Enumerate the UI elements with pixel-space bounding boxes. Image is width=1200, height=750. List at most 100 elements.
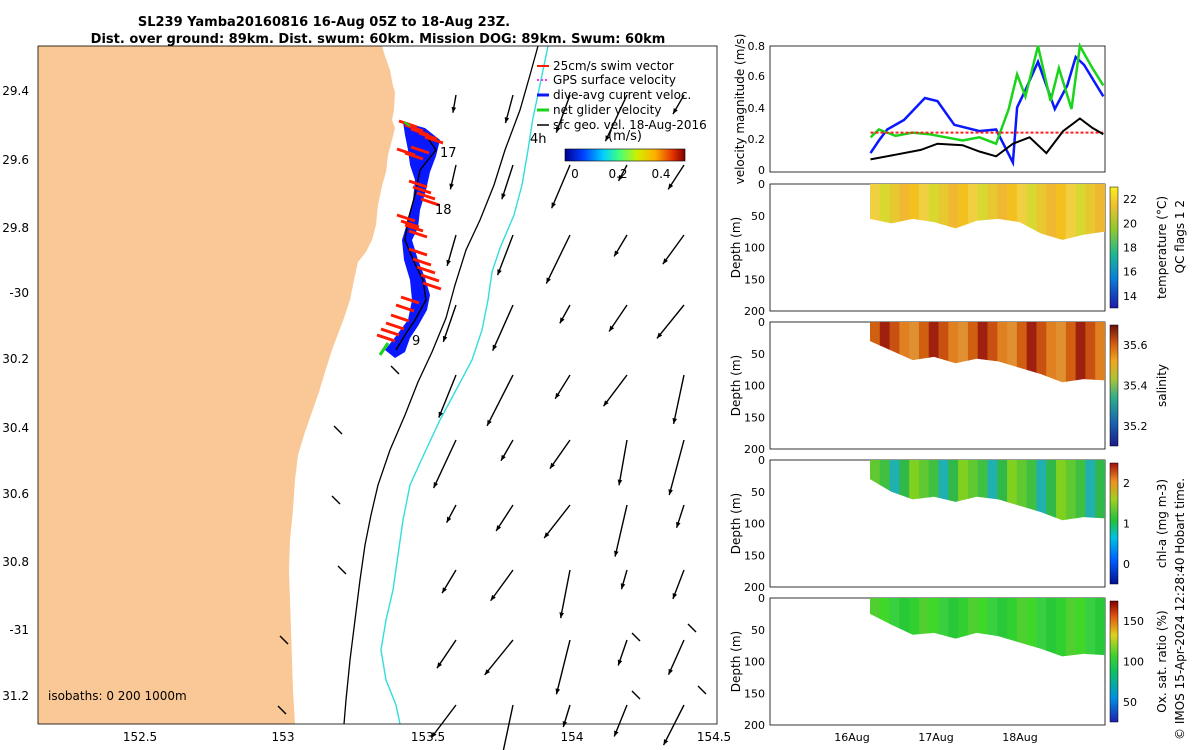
section-cell <box>977 460 989 521</box>
velocity-arrow <box>559 304 571 324</box>
section-cell <box>1046 598 1058 657</box>
swim-vector <box>376 333 396 343</box>
section-cell <box>918 184 930 240</box>
section-cell <box>948 184 960 240</box>
section-cell <box>977 184 989 240</box>
velocity-arrow <box>667 164 685 190</box>
section-ytick: 150 <box>744 549 765 562</box>
section-cell <box>1016 322 1028 383</box>
lat-tick-9: 31.2 <box>2 689 29 703</box>
velocity-arrow <box>614 504 628 557</box>
section-cell <box>928 598 940 657</box>
swim-vector <box>404 223 424 233</box>
velocity-arrow <box>333 425 343 435</box>
section-cell <box>1095 184 1105 240</box>
section-data <box>870 598 1105 657</box>
section-cell <box>1056 460 1067 521</box>
velocity-ytick-1: 0.2 <box>748 133 766 146</box>
section-cbar-tick: 35.6 <box>1123 339 1148 352</box>
velocity-arrow <box>617 639 628 666</box>
lon-tick-0: 152.5 <box>123 730 157 744</box>
velocity-arrow <box>559 569 571 619</box>
speed-colorbar-bar <box>564 148 686 162</box>
section-cell <box>958 598 969 657</box>
credit-stamp: © IMOS 15-Apr-2024 12:28:40 Hobart time. <box>1173 478 1187 740</box>
velocity-series <box>869 42 1105 168</box>
velocity-arrow <box>449 164 457 190</box>
velocity-arrow <box>555 94 571 133</box>
section-cbar-tick: 14 <box>1123 290 1137 303</box>
section-panel-2: Depth (m) 0 50 100 150 200 0 1 2 chl-a (mg m-3) <box>729 454 1169 594</box>
section-cell <box>997 322 1009 383</box>
section-cell <box>1036 184 1048 240</box>
section-cell <box>987 184 999 240</box>
section-cbar-tick: 18 <box>1123 242 1137 255</box>
speed-colorbar-unit: (m/s) <box>608 129 642 144</box>
velocity-arrow <box>697 685 707 695</box>
section-cell <box>997 460 1009 521</box>
time-axis: 16Aug 17Aug 18Aug <box>834 731 1037 744</box>
section-ytick: 200 <box>744 719 765 732</box>
swim-vector <box>400 219 420 229</box>
velocity-arrow <box>279 635 289 645</box>
velocity-line-diveavg <box>869 54 1105 168</box>
swim-vector <box>416 191 436 201</box>
section-ytick: 50 <box>751 210 765 223</box>
section-ytick: 100 <box>744 242 765 255</box>
swim-vector <box>395 303 415 313</box>
velocity-ytick-2: 0.4 <box>748 102 766 115</box>
section-cell <box>967 322 979 383</box>
lat-tick-6: 30.6 <box>2 487 29 501</box>
swim-vector <box>420 197 440 207</box>
velocity-ytick-4: 0.8 <box>748 40 766 53</box>
legend-geo: sfc geo. vel. 18-Aug-2016 <box>553 118 707 132</box>
map-legend: 25cm/s swim vector GPS surface velocity … <box>537 59 707 132</box>
section-cell <box>928 184 940 240</box>
map-frame <box>37 45 718 725</box>
section-cell <box>1026 598 1038 657</box>
swim-vector <box>380 327 400 337</box>
section-cell <box>889 322 901 383</box>
lon-tick-2: 153.5 <box>411 730 445 744</box>
surface-velocity-field <box>277 94 707 750</box>
section-cell <box>918 460 930 521</box>
section-ylabel: Depth (m) <box>729 217 743 278</box>
isobath-200m <box>343 45 539 725</box>
section-data <box>870 184 1105 240</box>
section-cell <box>1056 598 1067 657</box>
velocity-arrow <box>445 504 457 523</box>
section-cbar-label: Ox. sat. ratio (%) <box>1155 610 1169 712</box>
lat-tick-1: 29.6 <box>2 153 29 167</box>
section-cell <box>918 322 930 383</box>
section-cell <box>1085 598 1097 657</box>
swim-vector <box>422 281 442 291</box>
section-cell <box>987 460 999 521</box>
swim-vector <box>408 247 428 257</box>
velocity-arrow <box>687 623 697 633</box>
velocity-arrow <box>442 304 457 343</box>
section-cell <box>1046 460 1058 521</box>
section-ytick: 0 <box>758 178 765 191</box>
section-cbar-tick: 50 <box>1123 696 1137 709</box>
velocity-arrow <box>484 639 514 676</box>
velocity-arrow <box>604 94 628 142</box>
section-ylabel: Depth (m) <box>729 631 743 692</box>
section-ytick: 0 <box>758 592 765 605</box>
section-cell <box>987 598 999 657</box>
swim-vector <box>404 151 424 161</box>
section-cbar-tick: 1 <box>1123 518 1130 531</box>
velocity-arrow <box>496 234 514 276</box>
section-colorbar <box>1109 186 1119 309</box>
section-cell <box>948 598 960 657</box>
velocity-ytick-0: 0 <box>758 164 765 177</box>
section-cell <box>997 184 1009 240</box>
section-ytick: 150 <box>744 273 765 286</box>
velocity-arrow <box>337 565 347 575</box>
lon-tick-3: 154 <box>561 730 584 744</box>
velocity-arrow <box>277 705 287 715</box>
lat-tick-7: 30.8 <box>2 555 29 569</box>
legend-gps: GPS surface velocity <box>553 73 676 87</box>
map-lat-axis: 29.4 29.6 29.8 -30 30.2 30.4 30.6 30.8 -… <box>2 84 29 703</box>
section-cbar-tick: 2 <box>1123 477 1130 490</box>
velocity-arrow <box>602 374 628 407</box>
